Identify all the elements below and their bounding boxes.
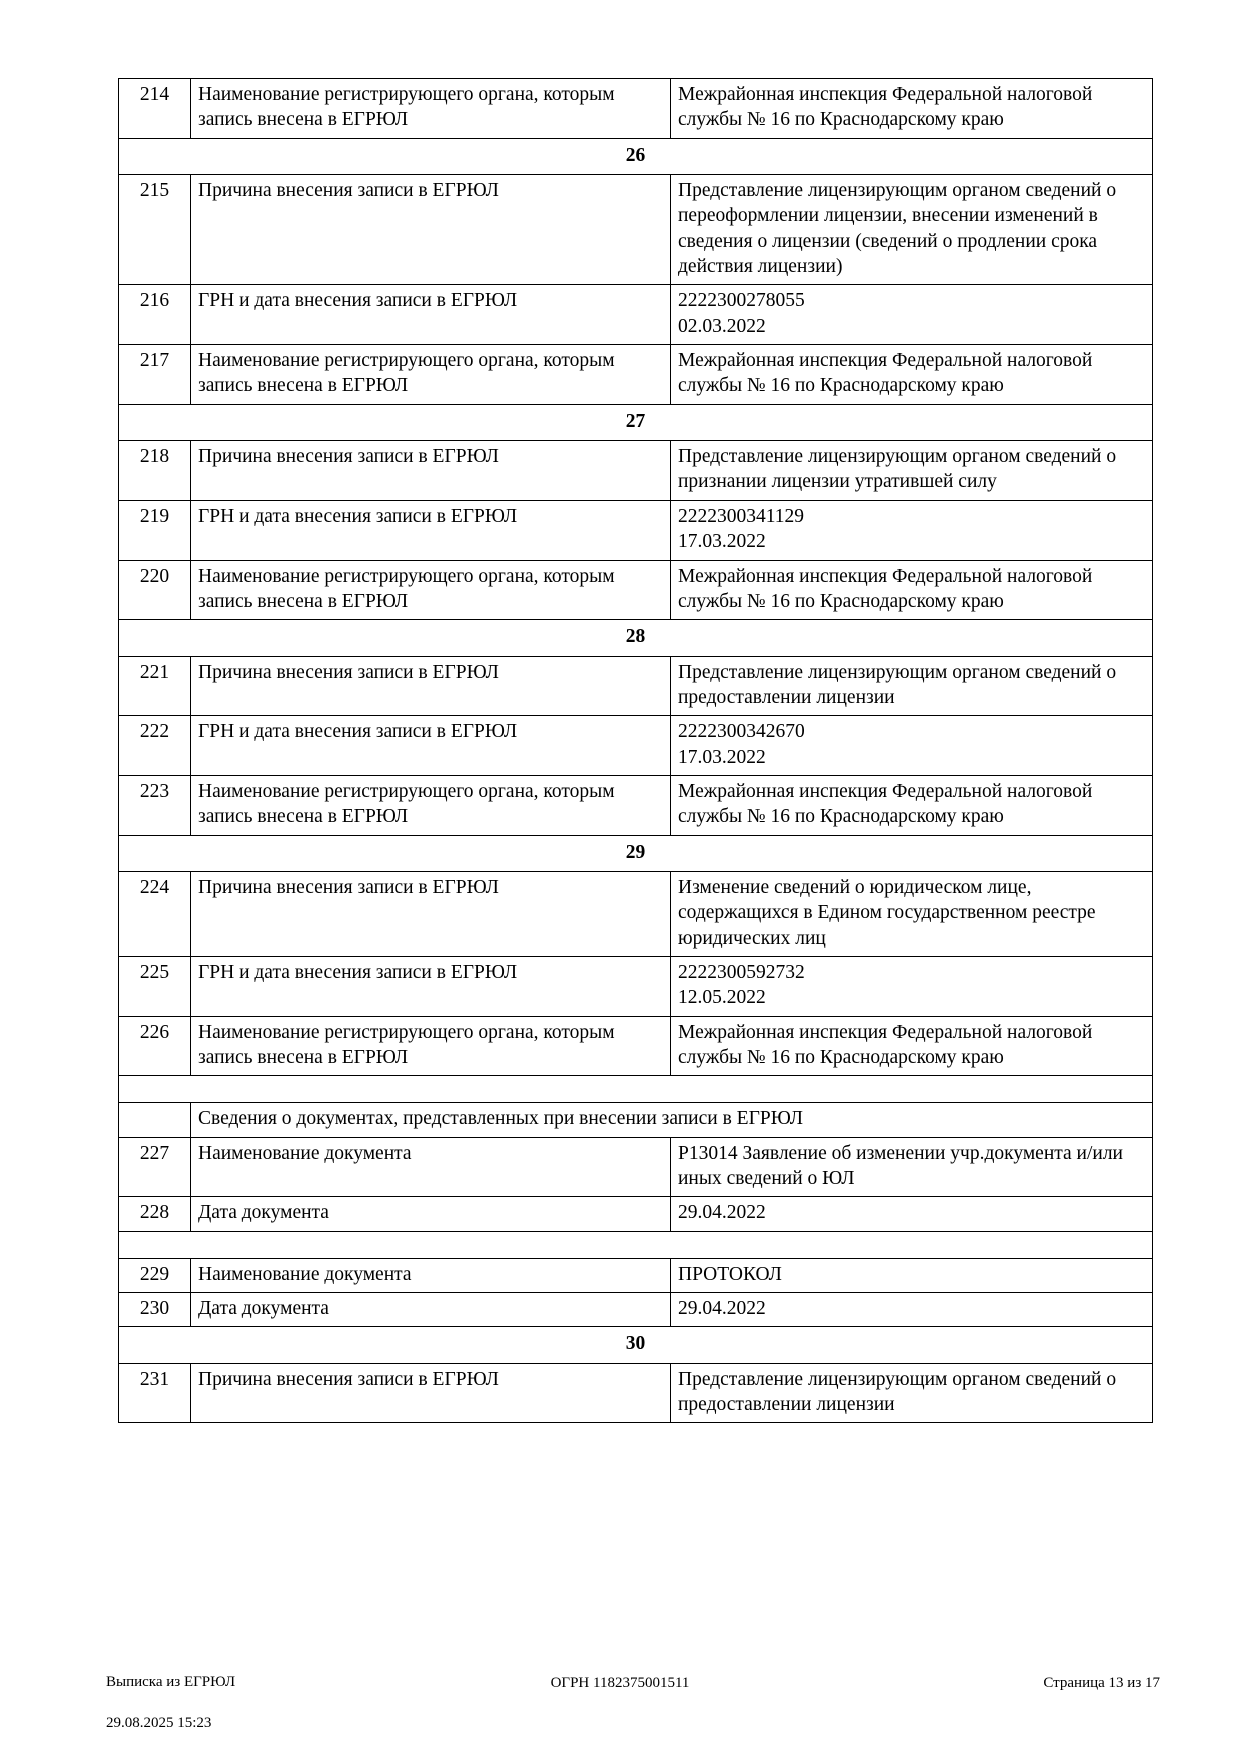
section-number: 27: [118, 403, 1153, 442]
table-row: 221 Причина внесения записи в ЕГРЮЛ Предст…: [118, 655, 1153, 717]
row-value: 2222300592732 12.05.2022: [670, 955, 1153, 1017]
row-label: Наименование документа: [190, 1257, 671, 1294]
row-number: 228: [118, 1196, 191, 1232]
row-number: 219: [118, 499, 191, 561]
footer-ogrn: ОГРН 1182375001511: [550, 1675, 690, 1691]
row-value: 2222300278055 02.03.2022: [670, 284, 1153, 346]
row-value: Межрайонная инспекция Федеральной налого…: [670, 78, 1153, 139]
row-number: 217: [118, 344, 191, 405]
row-value: Изменение сведений о юридическом лице, с…: [670, 870, 1153, 957]
table-section-divider: 27: [118, 403, 1153, 442]
egrul-records-table: 214 Наименование регистрирующего органа, …: [118, 78, 1153, 1424]
row-value: Межрайонная инспекция Федеральной налого…: [670, 344, 1153, 405]
footer-document-title: Выписка из ЕГРЮЛ 29.08.2025 15:23: [106, 1652, 235, 1753]
row-value: Представление лицензирующим органом свед…: [670, 440, 1153, 501]
row-value: 29.04.2022: [670, 1196, 1153, 1232]
table-section-divider: 30: [118, 1326, 1153, 1364]
table-row: 217 Наименование регистрирующего органа, …: [118, 344, 1153, 405]
table-row: 218 Причина внесения записи в ЕГРЮЛ Предст…: [118, 440, 1153, 501]
footer-title-line: Выписка из ЕГРЮЛ: [106, 1674, 235, 1691]
row-label: Дата документа: [190, 1196, 671, 1232]
table-row: 224 Причина внесения записи в ЕГРЮЛ Измене…: [118, 870, 1153, 957]
table-spacer-row: [118, 1230, 1153, 1259]
row-value: Р13014 Заявление об изменении учр.докуме…: [670, 1136, 1153, 1198]
row-label: Причина внесения записи в ЕГРЮЛ: [190, 870, 671, 957]
row-label: Наименование регистрирующего органа, кот…: [190, 344, 671, 405]
row-number: 226: [118, 1015, 191, 1077]
section-number: 26: [118, 137, 1153, 176]
subheading-label: Сведения о документах, представленных пр…: [190, 1102, 1153, 1138]
table-row: 219 ГРН и дата внесения записи в ЕГРЮЛ 222…: [118, 499, 1153, 561]
row-label: Наименование регистрирующего органа, кот…: [190, 1015, 671, 1077]
row-label: Наименование регистрирующего органа, кот…: [190, 559, 671, 621]
table-subheading-row: Сведения о документах, представленных пр…: [118, 1102, 1153, 1138]
table-row: 227 Наименование документа Р13014 Заявлени…: [118, 1136, 1153, 1198]
table-row: 215 Причина внесения записи в ЕГРЮЛ Предст…: [118, 174, 1153, 286]
table-row: 225 ГРН и дата внесения записи в ЕГРЮЛ 222…: [118, 955, 1153, 1017]
row-number: 214: [118, 78, 191, 139]
table-body: 214 Наименование регистрирующего органа, …: [118, 78, 1153, 1424]
row-label: Причина внесения записи в ЕГРЮЛ: [190, 655, 671, 717]
row-value: Межрайонная инспекция Федеральной налого…: [670, 774, 1153, 836]
footer-page-number: Страница 13 из 17: [1043, 1675, 1160, 1691]
row-value: 2222300341129 17.03.2022: [670, 499, 1153, 561]
spacer-cell: [118, 1230, 1153, 1259]
row-number: 223: [118, 774, 191, 836]
row-number: 230: [118, 1292, 191, 1328]
table-section-divider: 28: [118, 619, 1153, 657]
table-row: 223 Наименование регистрирующего органа, …: [118, 774, 1153, 836]
row-label: Причина внесения записи в ЕГРЮЛ: [190, 440, 671, 501]
footer-datetime-line: 29.08.2025 15:23: [106, 1714, 212, 1731]
table-row: 214 Наименование регистрирующего органа, …: [118, 78, 1153, 139]
page-footer: Выписка из ЕГРЮЛ 29.08.2025 15:23 ОГРН 1…: [0, 1652, 1240, 1731]
row-value: Представление лицензирующим органом свед…: [670, 174, 1153, 286]
table-section-divider: 29: [118, 834, 1153, 872]
row-value: Межрайонная инспекция Федеральной налого…: [670, 1015, 1153, 1077]
row-number: 221: [118, 655, 191, 717]
table-spacer-row: [118, 1075, 1153, 1104]
row-label: Причина внесения записи в ЕГРЮЛ: [190, 1362, 671, 1424]
row-value: Представление лицензирующим органом свед…: [670, 1362, 1153, 1424]
row-number: 229: [118, 1257, 191, 1294]
table-row: 220 Наименование регистрирующего органа, …: [118, 559, 1153, 621]
row-number: 220: [118, 559, 191, 621]
row-number: 227: [118, 1136, 191, 1198]
row-number: 222: [118, 715, 191, 776]
row-value: Межрайонная инспекция Федеральной налого…: [670, 559, 1153, 621]
table-section-divider: 26: [118, 137, 1153, 176]
table-row: 228 Дата документа 29.04.2022: [118, 1196, 1153, 1232]
row-label: Наименование документа: [190, 1136, 671, 1198]
table-row: 226 Наименование регистрирующего органа, …: [118, 1015, 1153, 1077]
row-value: ПРОТОКОЛ: [670, 1257, 1153, 1294]
spacer-cell: [118, 1075, 1153, 1104]
row-label: Наименование регистрирующего органа, кот…: [190, 78, 671, 139]
table-row: 222 ГРН и дата внесения записи в ЕГРЮЛ 222…: [118, 715, 1153, 776]
row-label: Наименование регистрирующего органа, кот…: [190, 774, 671, 836]
row-label: ГРН и дата внесения записи в ЕГРЮЛ: [190, 499, 671, 561]
section-number: 28: [118, 619, 1153, 657]
row-number: 225: [118, 955, 191, 1017]
row-value: 2222300342670 17.03.2022: [670, 715, 1153, 776]
row-number: 231: [118, 1362, 191, 1424]
table-row: 231 Причина внесения записи в ЕГРЮЛ Предст…: [118, 1362, 1153, 1424]
row-label: ГРН и дата внесения записи в ЕГРЮЛ: [190, 955, 671, 1017]
row-value: 29.04.2022: [670, 1292, 1153, 1328]
table-row: 216 ГРН и дата внесения записи в ЕГРЮЛ 222…: [118, 284, 1153, 346]
row-label: Причина внесения записи в ЕГРЮЛ: [190, 174, 671, 286]
row-number: 216: [118, 284, 191, 346]
row-label: ГРН и дата внесения записи в ЕГРЮЛ: [190, 715, 671, 776]
section-number: 29: [118, 834, 1153, 872]
row-label: Дата документа: [190, 1292, 671, 1328]
table-row: 230 Дата документа 29.04.2022: [118, 1292, 1153, 1328]
row-number: 224: [118, 870, 191, 957]
table-row: 229 Наименование документа ПРОТОКОЛ: [118, 1257, 1153, 1294]
row-label: ГРН и дата внесения записи в ЕГРЮЛ: [190, 284, 671, 346]
row-number-empty: [118, 1102, 191, 1138]
row-number: 218: [118, 440, 191, 501]
row-number: 215: [118, 174, 191, 286]
section-number: 30: [118, 1326, 1153, 1364]
row-value: Представление лицензирующим органом свед…: [670, 655, 1153, 717]
